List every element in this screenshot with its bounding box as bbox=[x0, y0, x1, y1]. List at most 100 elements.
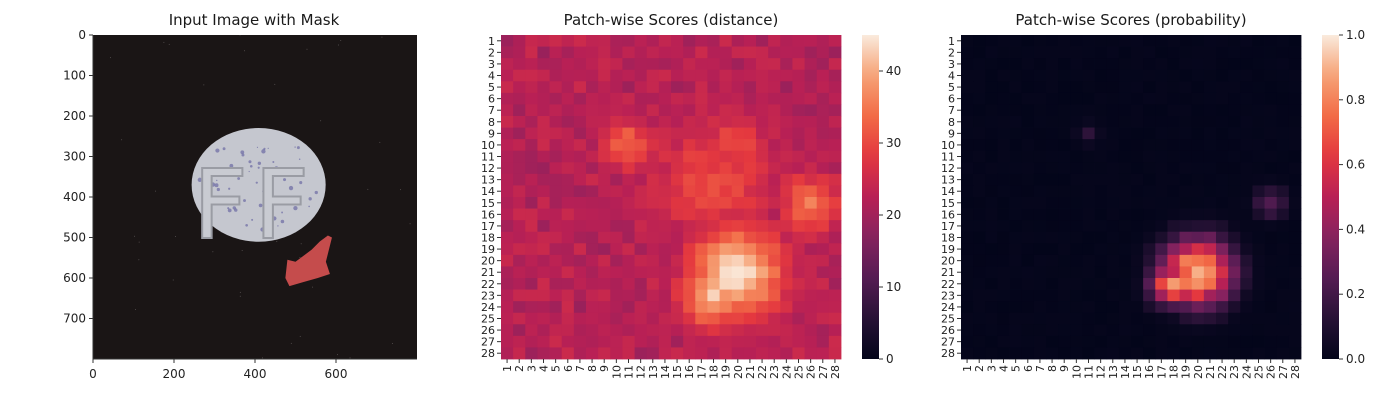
heatmap-cell bbox=[1276, 92, 1290, 105]
heatmap-cell bbox=[1082, 324, 1095, 337]
heatmap-cell bbox=[1033, 173, 1047, 186]
heatmap-cell bbox=[598, 69, 611, 82]
speckle bbox=[293, 206, 298, 211]
heatmap-cell bbox=[573, 116, 587, 128]
speckle bbox=[227, 207, 230, 210]
heatmap-cell bbox=[646, 35, 660, 47]
heatmap-cell bbox=[792, 231, 805, 244]
heatmap-cell bbox=[985, 58, 998, 71]
speckle bbox=[263, 223, 267, 226]
heatmap-cell bbox=[1143, 197, 1156, 209]
heatmap-cell bbox=[634, 289, 648, 302]
heatmap-cell bbox=[1264, 220, 1278, 233]
y-tick-label: 600 bbox=[63, 271, 86, 285]
heatmap-cell bbox=[1021, 347, 1035, 360]
heatmap-cell bbox=[573, 162, 587, 175]
heatmap-cell bbox=[513, 162, 526, 175]
heatmap-cell bbox=[525, 312, 538, 325]
heatmap-cell bbox=[1094, 266, 1108, 279]
colorbar-gradient bbox=[862, 35, 879, 359]
heatmap-cell bbox=[1131, 335, 1144, 348]
heatmap-cell bbox=[780, 139, 793, 152]
heatmap-cell bbox=[1131, 220, 1144, 233]
heatmap-cell bbox=[997, 266, 1010, 279]
heatmap-cell bbox=[743, 104, 757, 117]
heatmap-cell bbox=[1216, 116, 1229, 128]
heatmap-cell bbox=[1167, 69, 1180, 82]
heatmap-cell bbox=[1082, 104, 1095, 117]
background-noise bbox=[168, 43, 170, 45]
heatmap-cell bbox=[1070, 81, 1083, 94]
heatmap-cell bbox=[1058, 324, 1071, 337]
heatmap-cell bbox=[985, 173, 998, 186]
heatmap-cell bbox=[646, 116, 660, 128]
heatmap-cell bbox=[719, 266, 733, 279]
heatmap-cell bbox=[1288, 347, 1302, 360]
heatmap-cell bbox=[1276, 58, 1290, 71]
heatmap-cell bbox=[695, 278, 708, 290]
heatmap-cell bbox=[573, 243, 587, 256]
background-noise bbox=[367, 188, 369, 190]
heatmap-cell bbox=[1216, 104, 1229, 117]
heatmap-cell bbox=[961, 173, 974, 186]
heatmap-cell bbox=[828, 150, 842, 163]
heatmap-cell bbox=[973, 347, 986, 360]
heatmap-cell bbox=[743, 197, 757, 209]
y-tick-label: 22 bbox=[481, 278, 495, 291]
heatmap-cell bbox=[573, 324, 587, 337]
heatmap-cell bbox=[1131, 185, 1144, 198]
heatmap-cell bbox=[1252, 46, 1265, 59]
heatmap-cell bbox=[1155, 173, 1168, 186]
y-tick-label: 5 bbox=[488, 81, 495, 94]
heatmap-cell bbox=[501, 208, 514, 221]
heatmap-cell bbox=[683, 301, 696, 314]
y-tick-label: 500 bbox=[63, 231, 86, 245]
y-tick-label: 13 bbox=[941, 174, 955, 187]
background-noise bbox=[274, 83, 276, 85]
axis-spine bbox=[92, 35, 417, 360]
heatmap-cell bbox=[804, 127, 818, 140]
heatmap-cell bbox=[634, 69, 648, 82]
y-tick-label: 27 bbox=[481, 336, 495, 349]
heatmap-cell bbox=[1167, 301, 1180, 314]
heatmap-cell bbox=[1118, 266, 1132, 279]
heatmap-cell bbox=[792, 35, 805, 47]
heatmap-cell bbox=[658, 150, 672, 163]
heatmap-cell bbox=[549, 173, 563, 186]
heatmap-cell bbox=[1240, 335, 1253, 348]
heatmap-cell bbox=[1118, 162, 1132, 175]
heatmap-cell bbox=[513, 197, 526, 209]
heatmap-cell bbox=[1203, 312, 1217, 325]
heatmap-cell bbox=[816, 46, 830, 59]
heatmap-cell bbox=[561, 81, 575, 94]
heatmap-cell bbox=[1143, 116, 1156, 128]
heatmap-cell bbox=[1058, 301, 1071, 314]
heatmap-cell bbox=[1179, 254, 1193, 267]
heatmap-cell bbox=[1058, 197, 1071, 209]
heatmap-cell bbox=[598, 197, 611, 209]
heatmap-cell bbox=[1046, 324, 1059, 337]
heatmap-cell bbox=[1216, 69, 1229, 82]
heatmap-cell bbox=[1228, 347, 1241, 360]
heatmap-cell bbox=[561, 185, 575, 198]
heatmap-cell bbox=[997, 127, 1010, 140]
heatmap-cell bbox=[719, 197, 733, 209]
heatmap-cell bbox=[573, 231, 587, 244]
heatmap-cell bbox=[816, 150, 830, 163]
heatmap-cell bbox=[683, 35, 696, 47]
heatmap-cell bbox=[598, 127, 611, 140]
heatmap-cell bbox=[1228, 197, 1241, 209]
heatmap-cell bbox=[804, 231, 818, 244]
heatmap-cell bbox=[780, 278, 793, 290]
heatmap-cell bbox=[1264, 173, 1278, 186]
background-noise bbox=[109, 57, 111, 59]
heatmap-cell bbox=[1252, 243, 1265, 256]
background-noise bbox=[276, 241, 278, 243]
heatmap-cell bbox=[658, 335, 672, 348]
heatmap-cell bbox=[973, 58, 986, 71]
heatmap-cell bbox=[780, 231, 793, 244]
heatmap-cell bbox=[1288, 162, 1302, 175]
heatmap-cell bbox=[973, 301, 986, 314]
heatmap-cell bbox=[1179, 231, 1193, 244]
heatmap-cell bbox=[1228, 243, 1241, 256]
